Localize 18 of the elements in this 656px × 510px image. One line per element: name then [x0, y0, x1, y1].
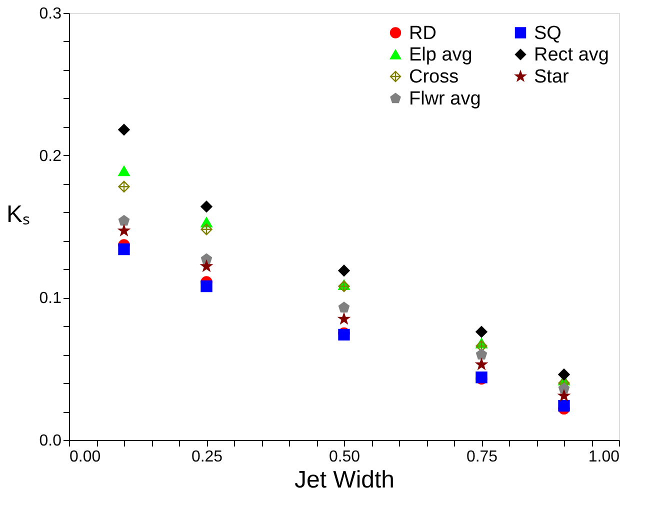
legend-label: RD — [409, 22, 436, 44]
legend-label: Elp avg — [409, 44, 472, 66]
y-axis-title: Kₛ — [6, 201, 30, 228]
x-tick-label: 0.00 — [70, 448, 101, 466]
x-tick-label: 0.25 — [191, 448, 223, 466]
legend-label: Rect avg — [534, 44, 609, 66]
y-tick-label: 0.0 — [39, 432, 62, 450]
y-tick-label: 0.2 — [39, 148, 62, 165]
x-axis-title: Jet Width — [294, 466, 395, 494]
x-tick-label: 1.00 — [588, 448, 620, 466]
legend-label: Cross — [409, 66, 459, 88]
y-tick-label: 0.1 — [39, 290, 62, 308]
y-tick-label: 0.3 — [39, 6, 62, 22]
x-tick-label: 0.75 — [466, 448, 498, 466]
x-tick-label: 0.50 — [328, 448, 360, 466]
legend-label: Star — [534, 66, 570, 88]
legend-label: SQ — [534, 22, 562, 44]
legend-label: Flwr avg — [409, 88, 481, 110]
